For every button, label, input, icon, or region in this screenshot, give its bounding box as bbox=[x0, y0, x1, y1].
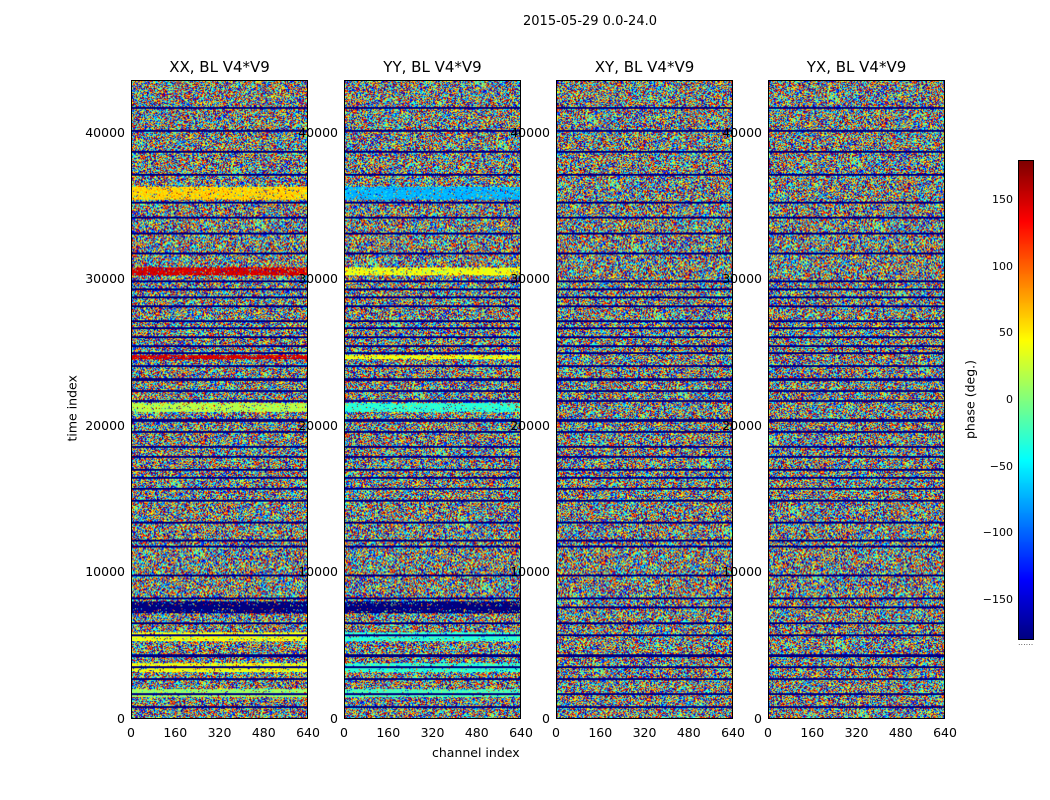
heatmap-panel-yy bbox=[344, 80, 521, 719]
y-tick-label: 20000 bbox=[85, 417, 125, 433]
heatmap-canvas-xx bbox=[132, 81, 307, 718]
y-tick-label: 40000 bbox=[510, 124, 550, 140]
y-tick-label: 10000 bbox=[510, 564, 550, 580]
x-tick-label: 0 bbox=[340, 725, 348, 740]
figure-title: 2015-05-29 0.0-24.0 bbox=[523, 14, 657, 29]
x-tick-label: 0 bbox=[764, 725, 772, 740]
panel-title-xx: XX, BL V4*V9 bbox=[169, 58, 270, 76]
y-tick-label: 40000 bbox=[722, 124, 762, 140]
y-tick-label: 0 bbox=[754, 711, 762, 726]
colorbar-tick-label: −100 bbox=[982, 526, 1013, 540]
x-tick-label: 480 bbox=[464, 725, 489, 740]
y-tick-label: 10000 bbox=[85, 564, 125, 580]
x-tick-label: 640 bbox=[933, 725, 957, 740]
x-tick-label: 640 bbox=[721, 725, 745, 740]
y-tick-label: 0 bbox=[330, 711, 338, 726]
colorbar-tick-label: −150 bbox=[982, 593, 1013, 606]
heatmap-panel-xy bbox=[556, 80, 733, 719]
heatmap-panel-yx bbox=[768, 80, 945, 719]
y-tick-label: 20000 bbox=[510, 417, 550, 433]
colorbar-gradient bbox=[1019, 161, 1033, 639]
y-tick-label: 30000 bbox=[298, 271, 338, 287]
heatmap-panel-xx bbox=[131, 80, 308, 719]
y-tick-label: 40000 bbox=[298, 124, 338, 140]
x-tick-label: 480 bbox=[676, 725, 701, 740]
x-tick-label: 640 bbox=[509, 725, 533, 740]
x-axis-label: channel index bbox=[432, 745, 520, 760]
y-tick-label: 0 bbox=[117, 711, 125, 726]
y-tick-label: 10000 bbox=[298, 564, 338, 580]
y-tick-label: 30000 bbox=[722, 271, 762, 287]
colorbar-label: phase (deg.) bbox=[962, 360, 978, 439]
colorbar-tick-label: 0 bbox=[1006, 393, 1013, 406]
y-tick-label: 0 bbox=[542, 711, 550, 726]
x-tick-label: 160 bbox=[588, 725, 613, 740]
x-tick-label: 160 bbox=[376, 725, 401, 740]
x-tick-label: 320 bbox=[632, 725, 657, 740]
colorbar-tick-label: 50 bbox=[999, 326, 1013, 340]
colorbar-tick-label: −50 bbox=[989, 459, 1013, 473]
x-tick-label: 480 bbox=[888, 725, 913, 740]
x-tick-label: 640 bbox=[296, 725, 320, 740]
colorbar-underflow-marker: ...... bbox=[1018, 638, 1034, 647]
y-tick-label: 30000 bbox=[510, 271, 550, 287]
y-tick-label: 10000 bbox=[722, 564, 762, 580]
y-tick-label: 20000 bbox=[298, 417, 338, 433]
heatmap-canvas-yx bbox=[769, 81, 944, 718]
y-tick-label: 20000 bbox=[722, 417, 762, 433]
x-tick-label: 160 bbox=[163, 725, 188, 740]
x-tick-label: 160 bbox=[800, 725, 825, 740]
x-tick-label: 320 bbox=[844, 725, 869, 740]
colorbar-tick-label: 100 bbox=[992, 259, 1013, 273]
y-tick-label: 40000 bbox=[85, 124, 125, 140]
x-tick-label: 320 bbox=[207, 725, 232, 740]
panel-title-yy: YY, BL V4*V9 bbox=[383, 58, 482, 76]
x-tick-label: 0 bbox=[127, 725, 135, 740]
panel-title-xy: XY, BL V4*V9 bbox=[594, 58, 695, 76]
x-tick-label: 320 bbox=[420, 725, 445, 740]
heatmap-canvas-yy bbox=[345, 81, 520, 718]
x-tick-label: 480 bbox=[251, 725, 276, 740]
colorbar-tick-label: 150 bbox=[992, 193, 1013, 206]
y-tick-label: 30000 bbox=[85, 271, 125, 287]
heatmap-canvas-xy bbox=[557, 81, 732, 718]
x-tick-label: 0 bbox=[552, 725, 560, 740]
panel-title-yx: YX, BL V4*V9 bbox=[806, 58, 907, 76]
colorbar bbox=[1018, 160, 1034, 640]
